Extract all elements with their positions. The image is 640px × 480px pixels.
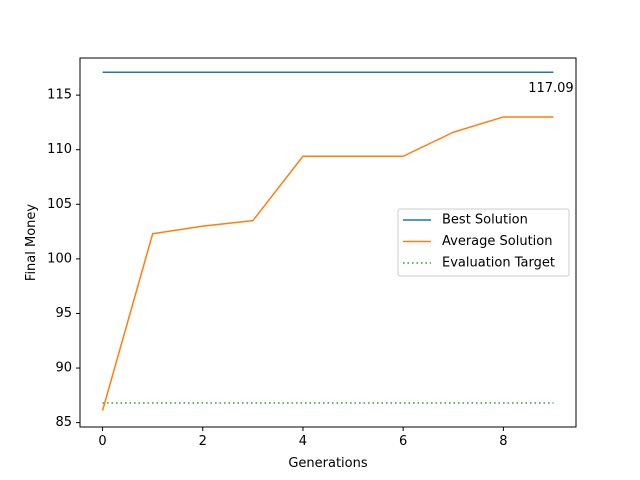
series-layer — [101, 71, 554, 411]
y-tick-label: 95 — [55, 306, 72, 321]
plot-frame — [79, 57, 577, 428]
series-1 — [101, 116, 554, 411]
y-tick-label: 115 — [47, 88, 72, 103]
annotation-label: 117.09 — [528, 81, 574, 96]
x-ticks: 0 2 4 6 8 — [98, 427, 507, 449]
x-tick-label: 0 — [98, 434, 106, 449]
y-tick-label: 100 — [47, 251, 72, 266]
x-tick-label: 6 — [399, 434, 407, 449]
legend-entry: Average Solution — [403, 234, 552, 249]
y-tick-label: 105 — [47, 197, 72, 212]
legend-label: Average Solution — [442, 234, 552, 249]
x-tick-label: 2 — [199, 434, 207, 449]
legend-entry: Evaluation Target — [403, 256, 555, 271]
legend-frame — [397, 208, 570, 277]
x-tick-label: 8 — [499, 434, 507, 449]
y-axis-title: Final Money — [24, 204, 39, 282]
x-tick-label: 4 — [299, 434, 307, 449]
y-tick-label: 110 — [47, 142, 72, 157]
legend: Best Solution Average Solution Evaluation … — [397, 208, 570, 277]
legend-label: Best Solution — [442, 213, 528, 228]
legend-entry: Best Solution — [403, 213, 528, 228]
series-line — [101, 116, 554, 411]
x-axis-title: Generations — [288, 456, 368, 471]
y-tick-label: 85 — [55, 415, 72, 430]
annotation-layer: 117.09 — [528, 81, 574, 96]
legend-label: Evaluation Target — [442, 256, 555, 271]
y-tick-label: 90 — [55, 361, 72, 376]
y-ticks: 85 90 95 100 105 110 115 — [47, 88, 80, 430]
